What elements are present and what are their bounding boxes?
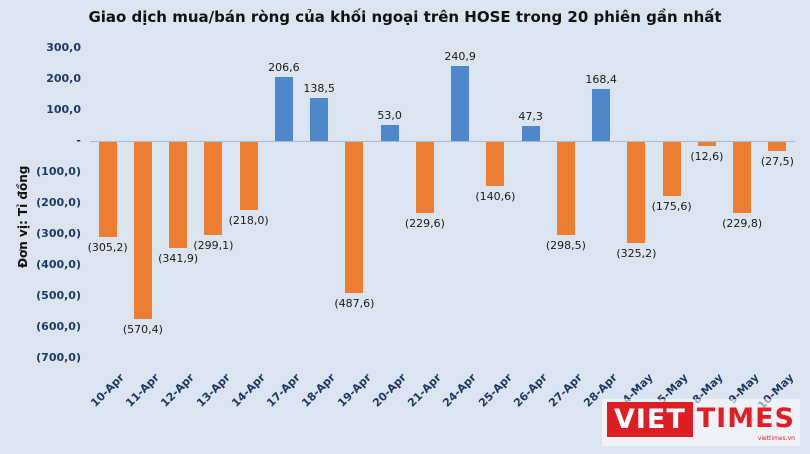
y-axis: 300,0 200,0 100,0 - (100,0) (200,0) (300,0) (40… [0,0,85,454]
y-tick-label: (600,0) [36,320,81,333]
y-tick-label: (400,0) [36,258,81,271]
logo-tagline: viettimes.vn [757,435,795,442]
value-label-12-Apr: (341,9) [158,251,199,265]
x-tick-label-20-Apr: 20-Apr [370,371,409,410]
bar-17-Apr [274,76,293,141]
x-tick-label-27-Apr: 27-Apr [546,371,586,410]
bar-24-Apr [451,66,470,141]
value-label-17-Apr: 206,6 [268,60,300,74]
bar-12-Apr [169,142,188,248]
x-tick-label-24-Apr: 24-Apr [440,371,480,410]
bar-13-Apr [204,142,223,235]
y-tick-label: (700,0) [36,351,81,364]
plot-area: (305,2) (570,4) (341,9) (299,1) (218,0) 206,6… [88,40,795,370]
bar-27-Apr [556,142,575,235]
x-tick-label-14-Apr: 14-Apr [229,371,268,410]
bar-11-Apr [133,142,152,319]
y-tick-label: 300,0 [46,41,81,54]
bar-21-Apr [415,142,434,214]
bar-10-Apr [98,142,117,237]
bar-9-May [733,142,752,214]
x-tick-label-10-Apr: 10-Apr [88,371,127,410]
logo-viet-text: VIET [606,402,693,437]
value-label-13-Apr: (299,1) [193,238,234,252]
bar-25-Apr [486,142,505,186]
value-label-28-Apr: 168,4 [585,72,617,86]
y-tick-label: (500,0) [36,289,81,302]
bar-14-Apr [239,142,258,210]
y-tick-label: (100,0) [36,165,81,178]
x-tick-label-11-Apr: 11-Apr [123,371,163,410]
value-label-14-Apr: (218,0) [228,213,269,227]
bar-18-Apr [310,98,329,141]
bar-26-Apr [521,126,540,141]
x-tick-label-18-Apr: 18-Apr [299,371,339,410]
value-label-10-May: (27,5) [760,154,794,168]
bar-5-May [662,142,681,197]
logo-times-wrap: TIMES viettimes.vn [697,402,795,443]
bar-10-May [768,142,787,151]
x-tick-label-12-Apr: 12-Apr [158,371,198,410]
value-label-5-May: (175,6) [651,200,692,214]
chart-title: Giao dịch mua/bán ròng của khối ngoại tr… [88,8,722,26]
zero-axis-line [90,141,795,142]
y-tick-label: (200,0) [36,196,81,209]
y-tick-label: (300,0) [36,227,81,240]
value-label-26-Apr: 47,3 [518,110,543,124]
y-tick-label: 200,0 [46,72,81,85]
value-label-11-Apr: (570,4) [122,322,163,336]
x-tick-label-19-Apr: 19-Apr [334,371,374,410]
bar-20-Apr [380,124,399,141]
bar-28-Apr [592,88,611,141]
viettimes-logo: VIET TIMES viettimes.vn [601,399,800,446]
y-tick-label: - [76,134,81,147]
value-label-9-May: (229,8) [722,217,763,231]
y-tick-label: 100,0 [46,103,81,116]
value-label-25-Apr: (140,6) [475,189,516,203]
value-label-4-May: (325,2) [616,246,657,260]
x-tick-label-26-Apr: 26-Apr [511,371,550,410]
bar-4-May [627,142,646,243]
value-label-8-May: (12,6) [690,149,724,163]
value-label-24-Apr: 240,9 [444,50,476,64]
value-label-18-Apr: 138,5 [303,82,335,96]
x-tick-label-13-Apr: 13-Apr [193,371,233,410]
logo-times-text: TIMES [696,403,795,434]
value-label-10-Apr: (305,2) [87,240,128,254]
x-tick-label-17-Apr: 17-Apr [264,371,304,410]
x-tick-label-21-Apr: 21-Apr [405,371,445,410]
bar-8-May [697,142,716,146]
value-label-19-Apr: (487,6) [334,297,375,311]
value-label-20-Apr: 53,0 [377,108,402,122]
value-label-21-Apr: (229,6) [404,217,445,231]
value-label-27-Apr: (298,5) [545,238,586,252]
x-tick-label-25-Apr: 25-Apr [475,371,515,410]
bar-19-Apr [345,142,364,294]
